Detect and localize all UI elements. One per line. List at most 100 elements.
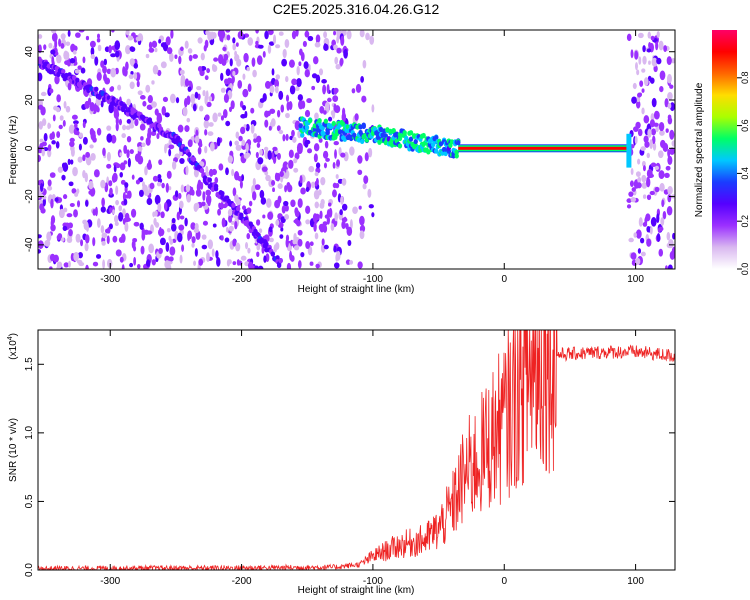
noise-speck [649,190,655,196]
noise-speck [363,175,369,184]
noise-speck [49,266,53,269]
signal-mark [391,127,396,134]
noise-speck [314,213,320,221]
noise-speck [190,222,196,230]
noise-speck [100,100,104,108]
noise-speck [284,214,290,220]
noise-speck [72,45,78,52]
noise-speck [276,125,281,132]
y-tick-label: -40 [24,237,35,252]
noise-speck [38,249,42,254]
noise-speck [216,136,221,147]
signal-mark [307,118,313,124]
noise-speck [667,73,672,84]
snr-y-label: SNR (10 * v/v) [8,418,19,482]
noise-speck [101,197,105,207]
noise-speck [635,62,638,71]
signal-mark [375,132,381,138]
noise-speck [146,105,153,110]
noise-speck [195,202,200,210]
noise-speck [340,195,344,205]
noise-speck [335,63,341,70]
noise-speck [654,186,660,193]
noise-speck [121,133,126,139]
noise-speck [232,70,236,77]
noise-speck [60,237,65,242]
noise-speck [82,56,86,64]
noise-speck [43,133,48,142]
noise-speck [658,150,664,159]
noise-speck [167,263,172,269]
noise-speck [649,139,653,150]
noise-speck [145,259,151,267]
noise-speck [227,155,233,164]
noise-speck [207,239,213,250]
noise-speck [319,210,323,220]
noise-speck [63,100,67,109]
noise-speck [278,129,284,135]
noise-speck [264,80,271,89]
noise-speck [357,155,363,164]
noise-speck [309,261,314,266]
noise-speck [200,52,205,61]
noise-speck [85,155,92,166]
noise-speck [656,213,660,224]
noise-speck [118,118,123,126]
noise-speck [101,240,106,246]
noise-speck [106,235,110,245]
noise-speck [51,140,56,145]
noise-speck [229,58,233,67]
noise-speck [642,55,647,65]
noise-speck [96,106,100,113]
noise-speck [295,30,299,37]
noise-speck [217,112,222,117]
noise-speck [635,100,641,109]
noise-speck [632,126,639,132]
noise-speck [658,121,665,132]
noise-speck [629,180,634,187]
signal-mark [397,143,403,149]
tone-end-burst [626,133,632,168]
noise-speck [656,31,660,38]
noise-speck [658,170,665,180]
noise-speck [252,191,257,201]
noise-speck [47,179,52,187]
noise-speck [38,234,42,239]
noise-speck [184,40,189,49]
noise-speck [76,200,81,208]
noise-speck [82,121,86,129]
noise-speck [636,96,641,103]
noise-speck [659,70,666,81]
noise-speck [281,205,286,214]
noise-speck [299,175,303,184]
noise-speck [639,80,644,87]
noise-speck [146,162,153,170]
noise-speck [647,31,651,39]
noise-speck [202,220,209,226]
noise-speck [47,144,52,152]
noise-speck [54,38,58,49]
x-tick-label: 0 [501,274,507,285]
noise-speck [55,141,60,149]
noise-speck [114,40,121,51]
noise-speck [68,124,75,134]
noise-speck [62,119,66,127]
noise-speck [90,46,95,56]
noise-speck [102,259,106,269]
noise-speck [203,119,210,129]
noise-speck [259,149,263,156]
noise-speck [658,40,664,51]
noise-speck [84,100,90,109]
noise-speck [327,202,332,207]
noise-speck [100,179,106,189]
noise-speck [278,31,284,36]
noise-speck [235,198,241,206]
noise-speck [285,133,289,141]
noise-speck [72,50,77,55]
noise-speck [93,169,100,178]
noise-speck [341,178,347,186]
noise-speck [666,206,673,216]
noise-speck [280,104,285,113]
noise-speck [267,44,272,54]
noise-speck [122,191,126,201]
